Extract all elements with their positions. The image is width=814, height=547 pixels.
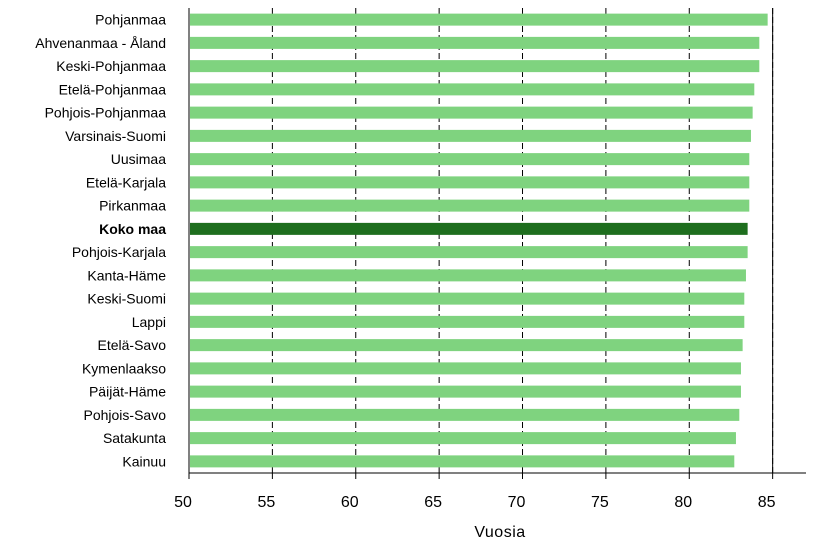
- bar-11: [190, 246, 748, 259]
- bar-10: [190, 222, 748, 235]
- category-label: Pohjanmaa: [95, 12, 166, 28]
- category-label: Etelä-Karjala: [86, 174, 166, 190]
- x-tick-label: 60: [341, 494, 359, 511]
- category-label: Kymenlaakso: [82, 360, 166, 376]
- bar-15: [190, 339, 743, 352]
- category-label: Keski-Suomi: [87, 291, 166, 307]
- bar-13: [190, 292, 745, 305]
- category-label: Uusimaa: [111, 151, 166, 167]
- bar-8: [190, 176, 750, 189]
- category-label: Satakunta: [103, 430, 166, 446]
- bar-19: [190, 432, 736, 445]
- category-label: Etelä-Savo: [98, 337, 167, 353]
- x-tick-label: 75: [591, 494, 609, 511]
- category-label: Kainuu: [122, 453, 166, 469]
- category-label: Pirkanmaa: [99, 198, 166, 214]
- category-label: Lappi: [132, 314, 166, 330]
- category-label: Keski-Pohjanmaa: [56, 58, 166, 74]
- bar-16: [190, 362, 741, 375]
- bar-1: [190, 13, 768, 26]
- x-tick-label: 50: [174, 494, 192, 511]
- bar-2: [190, 36, 760, 49]
- axes: [188, 8, 806, 479]
- category-label: Päijät-Häme: [89, 384, 166, 400]
- x-tick-labels: 50 55 60 65 70 75 80 85: [174, 473, 776, 511]
- x-axis-title: Vuosia: [474, 524, 525, 541]
- category-label: Pohjois-Pohjanmaa: [45, 105, 167, 121]
- bar-12: [190, 269, 746, 282]
- x-tick-label: 80: [674, 494, 692, 511]
- category-label: Pohjois-Karjala: [72, 244, 166, 260]
- category-label: Varsinais-Suomi: [65, 128, 166, 144]
- bar-4: [190, 83, 755, 96]
- bar-17: [190, 385, 741, 398]
- category-label: Koko maa: [99, 221, 166, 237]
- category-label: Pohjois-Savo: [84, 407, 167, 423]
- bar-9: [190, 199, 750, 212]
- x-tick-label: 65: [424, 494, 442, 511]
- bar-5: [190, 106, 753, 119]
- bar-18: [190, 408, 740, 421]
- bar-3: [190, 60, 760, 73]
- bars: [190, 13, 768, 468]
- category-label: Kanta-Häme: [87, 267, 166, 283]
- bar-14: [190, 315, 745, 328]
- x-tick-label: 85: [758, 494, 776, 511]
- category-labels: Pohjanmaa Ahvenanmaa - Åland Keski-Pohjanm…: [35, 12, 166, 470]
- x-tick-label: 70: [508, 494, 526, 511]
- x-tick-label: 55: [257, 494, 275, 511]
- bar-20: [190, 455, 735, 468]
- category-label: Etelä-Pohjanmaa: [59, 81, 167, 97]
- grid-lines: [271, 8, 774, 473]
- category-label: Ahvenanmaa - Åland: [35, 35, 166, 51]
- bar-6: [190, 129, 751, 142]
- bar-7: [190, 153, 750, 166]
